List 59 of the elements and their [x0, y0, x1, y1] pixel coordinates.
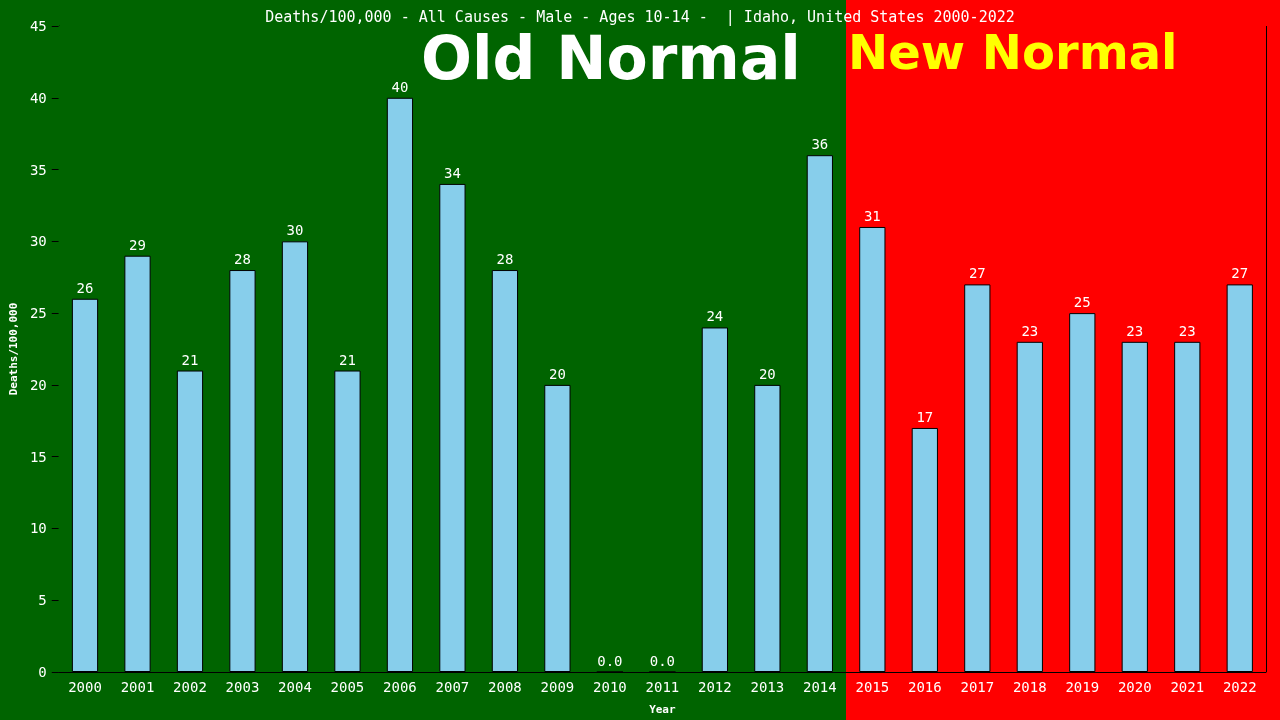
band-label: New Normal	[848, 24, 1178, 80]
y-tick-label: 0	[38, 664, 47, 680]
y-tick-label: 30	[29, 233, 47, 250]
x-tick-label: 2007	[435, 679, 470, 695]
x-tick-label: 2013	[750, 679, 785, 695]
x-tick-label: 2010	[593, 679, 627, 695]
data-label: 20	[548, 365, 566, 382]
x-tick-label: 2000	[68, 679, 102, 695]
y-tick-label: 15	[29, 448, 47, 465]
x-tick-label: 2009	[540, 679, 575, 695]
y-tick-label: 25	[29, 305, 47, 322]
x-tick-label: 2006	[383, 679, 417, 695]
x-tick-label: 2014	[802, 679, 837, 695]
data-label: 0.0	[649, 652, 676, 669]
data-label: 28	[496, 251, 514, 268]
data-label: 23	[1178, 322, 1196, 339]
y-axis-title: Deaths/100,000	[7, 302, 20, 396]
x-tick-label: 2012	[698, 679, 732, 695]
x-tick-label: 2018	[1012, 679, 1047, 695]
data-label: 29	[129, 236, 146, 253]
x-tick-label: 2003	[225, 679, 260, 695]
data-label: 36	[811, 136, 829, 153]
y-tick-label: 40	[29, 89, 47, 106]
data-label: 27	[1231, 265, 1249, 282]
x-tick-label: 2019	[1065, 679, 1100, 695]
data-label: 20	[758, 365, 776, 382]
x-tick-label: 2001	[120, 679, 155, 695]
y-tick-label: 35	[29, 161, 47, 178]
x-tick-label: 2017	[960, 679, 995, 695]
x-tick-label: 2008	[488, 679, 522, 695]
x-axis-title: Year	[649, 703, 676, 716]
data-label: 30	[286, 222, 304, 239]
x-tick-label: 2005	[330, 679, 365, 695]
data-label: 31	[863, 207, 881, 224]
data-label: 26	[76, 279, 94, 296]
x-tick-label: 2015	[855, 679, 890, 695]
data-label: 23	[1126, 322, 1144, 339]
x-tick-label: 2020	[1117, 679, 1152, 695]
data-label: 40	[391, 78, 409, 95]
y-tick-label: 20	[29, 376, 47, 393]
data-label: 27	[968, 265, 986, 282]
y-tick-label: 5	[38, 592, 47, 609]
data-label: 0.0	[597, 652, 623, 669]
data-label: 17	[916, 408, 934, 425]
x-tick-label: 2011	[645, 679, 680, 695]
y-tick-label: 45	[29, 18, 47, 34]
x-tick-label: 2021	[1170, 679, 1205, 695]
x-tick-label: 2002	[173, 679, 207, 695]
data-label: 24	[706, 308, 724, 325]
y-tick-label: 10	[29, 520, 47, 537]
data-label: 21	[339, 351, 356, 368]
x-tick-label: 2022	[1222, 679, 1257, 695]
data-label: 34	[443, 164, 461, 181]
data-label: 23	[1021, 322, 1039, 339]
data-label: 25	[1073, 294, 1091, 311]
x-tick-label: 2004	[278, 679, 312, 695]
data-label: 28	[234, 251, 251, 268]
data-label: 21	[181, 351, 199, 368]
x-tick-label: 2016	[907, 679, 942, 695]
